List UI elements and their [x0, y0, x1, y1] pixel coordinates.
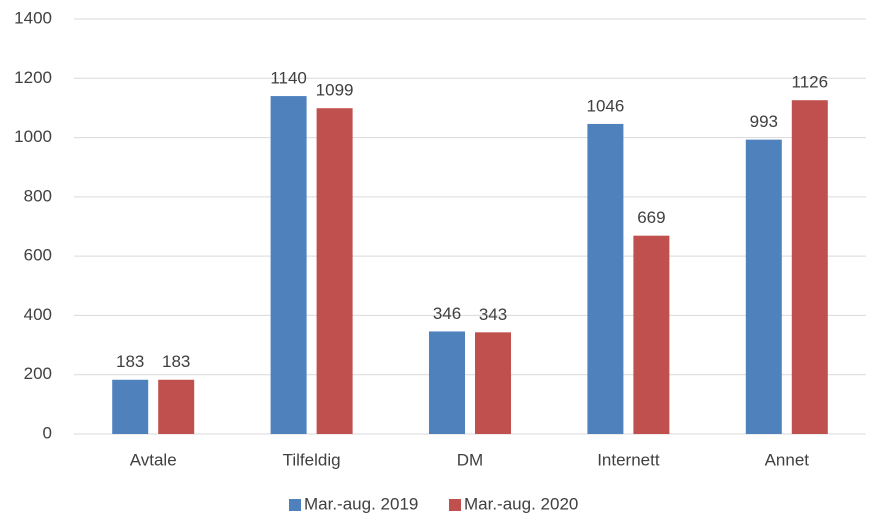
data-label: 1140 — [270, 69, 307, 88]
x-tick-label: Avtale — [130, 450, 177, 469]
bar — [587, 123, 624, 434]
data-label: 183 — [162, 352, 190, 371]
y-tick-label: 1400 — [14, 8, 52, 27]
data-label: 183 — [116, 352, 144, 371]
data-label: 1099 — [316, 81, 354, 100]
x-tick-label: Internett — [597, 450, 660, 469]
legend-swatch — [449, 499, 461, 511]
y-tick-label: 1000 — [14, 127, 52, 146]
x-tick-label: Tilfeldig — [283, 450, 341, 469]
bar — [316, 108, 353, 434]
data-label: 1126 — [792, 73, 829, 92]
bar — [429, 331, 465, 434]
data-label: 343 — [479, 305, 507, 324]
bar — [791, 100, 828, 434]
y-tick-label: 400 — [24, 305, 52, 324]
y-tick-label: 0 — [43, 423, 52, 442]
x-tick-label: DM — [457, 450, 483, 469]
data-label: 669 — [637, 208, 665, 227]
data-label: 1046 — [586, 96, 624, 115]
bar — [112, 379, 149, 434]
bar — [475, 332, 511, 434]
data-label: 346 — [433, 304, 461, 323]
y-tick-label: 800 — [24, 186, 52, 205]
data-label: 993 — [750, 112, 778, 131]
bar — [158, 379, 195, 434]
y-tick-label: 1200 — [14, 68, 52, 87]
bar — [270, 96, 307, 435]
legend-label: Mar.-aug. 2019 — [304, 494, 418, 513]
y-tick-label: 600 — [24, 246, 52, 265]
bar — [633, 235, 670, 434]
x-tick-label: Annet — [765, 450, 810, 469]
legend-label: Mar.-aug. 2020 — [464, 494, 578, 513]
legend-swatch — [289, 499, 301, 511]
bar — [745, 139, 782, 434]
y-tick-label: 200 — [24, 364, 52, 383]
